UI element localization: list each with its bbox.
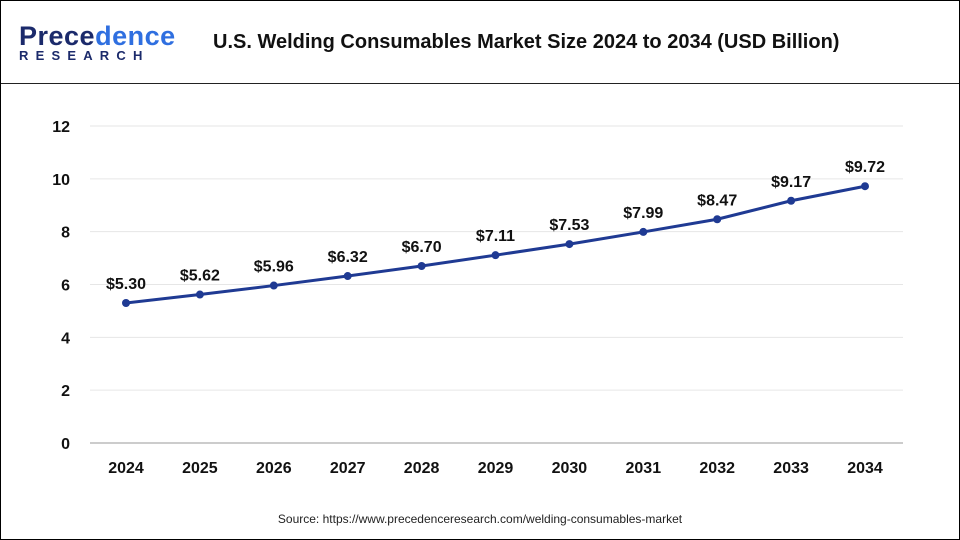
x-tick-label: 2026 xyxy=(256,460,292,477)
x-tick-label: 2031 xyxy=(626,460,662,477)
data-point xyxy=(713,215,722,224)
data-label: $9.72 xyxy=(845,159,885,176)
y-tick-label: 12 xyxy=(52,119,70,136)
data-point xyxy=(861,182,869,191)
data-point xyxy=(122,298,130,307)
data-label: $5.30 xyxy=(106,276,146,293)
data-point xyxy=(565,240,574,249)
data-label: $8.47 xyxy=(697,192,737,209)
data-point xyxy=(639,227,648,236)
header: Precedence RESEARCH U.S. Welding Consuma… xyxy=(1,1,959,84)
data-label: $6.32 xyxy=(328,249,368,266)
chart-title: U.S. Welding Consumables Market Size 202… xyxy=(213,31,840,53)
data-point xyxy=(491,251,500,260)
x-tick-label: 2027 xyxy=(330,460,366,477)
y-tick-label: 10 xyxy=(52,172,70,189)
x-tick-label: 2030 xyxy=(552,460,588,477)
x-tick-label: 2029 xyxy=(478,460,514,477)
data-label: $7.99 xyxy=(623,205,663,222)
x-tick-label: 2028 xyxy=(404,460,440,477)
y-tick-label: 8 xyxy=(61,225,70,242)
y-tick-label: 0 xyxy=(61,436,70,453)
data-label: $5.96 xyxy=(254,259,294,276)
data-point xyxy=(269,281,278,290)
y-tick-label: 6 xyxy=(61,278,70,295)
x-tick-label: 2024 xyxy=(108,460,144,477)
precedence-research-logo: Precedence RESEARCH xyxy=(19,21,176,63)
x-tick-label: 2033 xyxy=(773,460,809,477)
data-point xyxy=(417,262,426,271)
data-label: $5.62 xyxy=(180,268,220,285)
data-label: $7.53 xyxy=(549,217,589,234)
data-point xyxy=(195,290,204,299)
data-label: $6.70 xyxy=(402,239,442,256)
data-point xyxy=(343,272,352,281)
x-tick-label: 2025 xyxy=(182,460,218,477)
x-tick-label: 2032 xyxy=(699,460,735,477)
y-tick-label: 4 xyxy=(61,330,70,347)
y-tick-label: 2 xyxy=(61,383,70,400)
data-label: $7.11 xyxy=(476,228,515,245)
x-tick-label: 2034 xyxy=(847,460,883,477)
data-point xyxy=(787,196,796,205)
source-note: Source: https://www.precedenceresearch.c… xyxy=(277,512,683,526)
data-label: $9.17 xyxy=(771,174,811,191)
